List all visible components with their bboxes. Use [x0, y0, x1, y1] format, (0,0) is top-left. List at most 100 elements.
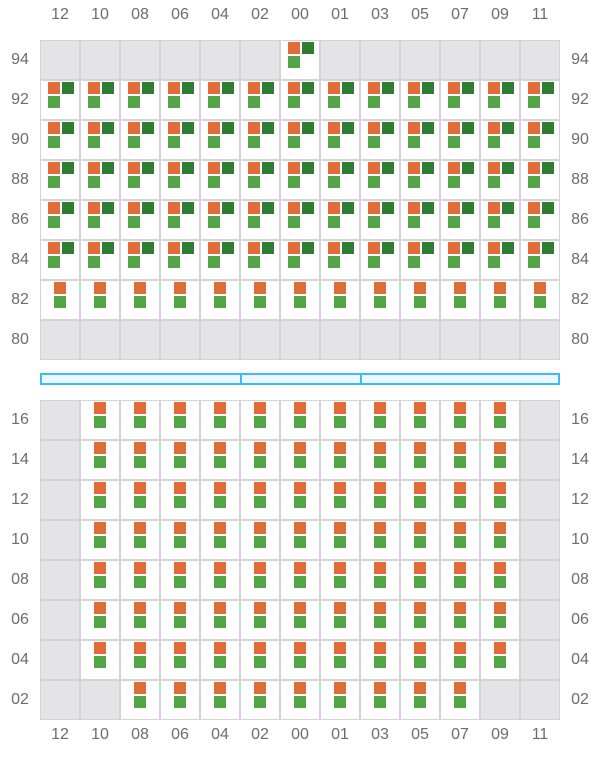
grid-cell-full[interactable]	[81, 201, 119, 239]
grid-cell-full[interactable]	[121, 201, 159, 239]
grid-cell-pair[interactable]	[281, 561, 319, 599]
grid-cell-full[interactable]	[281, 201, 319, 239]
grid-cell-pair[interactable]	[441, 441, 479, 479]
grid-cell-pair[interactable]	[321, 561, 359, 599]
grid-cell-pair[interactable]	[161, 681, 199, 719]
grid-cell-full[interactable]	[281, 241, 319, 279]
grid-cell-pair[interactable]	[481, 481, 519, 519]
grid-cell-pair[interactable]	[401, 481, 439, 519]
grid-cell-full[interactable]	[401, 81, 439, 119]
grid-cell-pair[interactable]	[441, 401, 479, 439]
grid-cell-full[interactable]	[281, 41, 319, 79]
grid-cell-full[interactable]	[361, 81, 399, 119]
grid-cell-pair[interactable]	[201, 281, 239, 319]
grid-cell-full[interactable]	[441, 241, 479, 279]
grid-cell-pair[interactable]	[161, 441, 199, 479]
grid-cell-full[interactable]	[201, 161, 239, 199]
grid-cell-pair[interactable]	[361, 521, 399, 559]
grid-cell-pair[interactable]	[241, 281, 279, 319]
grid-cell-pair[interactable]	[401, 601, 439, 639]
grid-cell-pair[interactable]	[281, 681, 319, 719]
grid-cell-full[interactable]	[41, 121, 79, 159]
grid-cell-pair[interactable]	[441, 481, 479, 519]
grid-cell-full[interactable]	[281, 161, 319, 199]
grid-cell-full[interactable]	[201, 121, 239, 159]
grid-cell-pair[interactable]	[401, 441, 439, 479]
grid-cell-full[interactable]	[281, 121, 319, 159]
grid-cell-full[interactable]	[521, 201, 559, 239]
grid-cell-pair[interactable]	[161, 561, 199, 599]
grid-cell-pair[interactable]	[121, 601, 159, 639]
grid-cell-pair[interactable]	[481, 401, 519, 439]
grid-cell-pair[interactable]	[441, 641, 479, 679]
grid-cell-pair[interactable]	[121, 441, 159, 479]
grid-cell-pair[interactable]	[441, 681, 479, 719]
grid-cell-pair[interactable]	[201, 401, 239, 439]
grid-cell-full[interactable]	[441, 121, 479, 159]
grid-cell-pair[interactable]	[241, 481, 279, 519]
grid-cell-pair[interactable]	[241, 441, 279, 479]
grid-cell-pair[interactable]	[241, 521, 279, 559]
grid-cell-full[interactable]	[481, 81, 519, 119]
grid-cell-pair[interactable]	[161, 601, 199, 639]
grid-cell-pair[interactable]	[81, 641, 119, 679]
grid-cell-full[interactable]	[361, 201, 399, 239]
grid-cell-full[interactable]	[201, 201, 239, 239]
grid-cell-pair[interactable]	[401, 401, 439, 439]
grid-cell-full[interactable]	[521, 241, 559, 279]
grid-cell-pair[interactable]	[81, 561, 119, 599]
grid-cell-full[interactable]	[401, 121, 439, 159]
grid-cell-full[interactable]	[161, 121, 199, 159]
grid-cell-pair[interactable]	[361, 601, 399, 639]
grid-cell-pair[interactable]	[81, 481, 119, 519]
grid-cell-pair[interactable]	[281, 521, 319, 559]
grid-cell-pair[interactable]	[281, 441, 319, 479]
grid-cell-full[interactable]	[321, 81, 359, 119]
grid-cell-pair[interactable]	[121, 521, 159, 559]
grid-cell-pair[interactable]	[481, 281, 519, 319]
grid-cell-full[interactable]	[401, 161, 439, 199]
grid-cell-full[interactable]	[321, 121, 359, 159]
grid-cell-full[interactable]	[321, 201, 359, 239]
grid-cell-pair[interactable]	[161, 641, 199, 679]
grid-cell-pair[interactable]	[481, 641, 519, 679]
grid-cell-pair[interactable]	[361, 641, 399, 679]
grid-cell-pair[interactable]	[201, 441, 239, 479]
grid-cell-pair[interactable]	[401, 681, 439, 719]
grid-cell-pair[interactable]	[281, 401, 319, 439]
grid-cell-pair[interactable]	[121, 681, 159, 719]
grid-cell-pair[interactable]	[121, 561, 159, 599]
grid-cell-pair[interactable]	[321, 681, 359, 719]
grid-cell-pair[interactable]	[361, 561, 399, 599]
grid-cell-full[interactable]	[201, 241, 239, 279]
grid-cell-full[interactable]	[201, 81, 239, 119]
grid-cell-full[interactable]	[481, 201, 519, 239]
grid-cell-pair[interactable]	[121, 401, 159, 439]
grid-cell-pair[interactable]	[321, 441, 359, 479]
grid-cell-pair[interactable]	[521, 281, 559, 319]
grid-cell-full[interactable]	[441, 161, 479, 199]
grid-cell-pair[interactable]	[81, 281, 119, 319]
grid-cell-pair[interactable]	[241, 561, 279, 599]
grid-cell-full[interactable]	[361, 121, 399, 159]
grid-cell-pair[interactable]	[321, 521, 359, 559]
grid-cell-pair[interactable]	[401, 561, 439, 599]
grid-cell-full[interactable]	[521, 121, 559, 159]
grid-cell-pair[interactable]	[241, 601, 279, 639]
grid-cell-full[interactable]	[161, 201, 199, 239]
grid-cell-pair[interactable]	[81, 601, 119, 639]
grid-cell-full[interactable]	[241, 241, 279, 279]
grid-cell-full[interactable]	[81, 121, 119, 159]
grid-cell-pair[interactable]	[161, 481, 199, 519]
grid-cell-pair[interactable]	[161, 401, 199, 439]
grid-cell-full[interactable]	[41, 201, 79, 239]
grid-cell-pair[interactable]	[281, 601, 319, 639]
grid-cell-pair[interactable]	[201, 641, 239, 679]
grid-cell-full[interactable]	[441, 81, 479, 119]
grid-cell-full[interactable]	[321, 241, 359, 279]
grid-cell-pair[interactable]	[281, 281, 319, 319]
grid-cell-pair[interactable]	[481, 601, 519, 639]
grid-cell-full[interactable]	[401, 241, 439, 279]
grid-cell-pair[interactable]	[361, 281, 399, 319]
grid-cell-pair[interactable]	[441, 281, 479, 319]
